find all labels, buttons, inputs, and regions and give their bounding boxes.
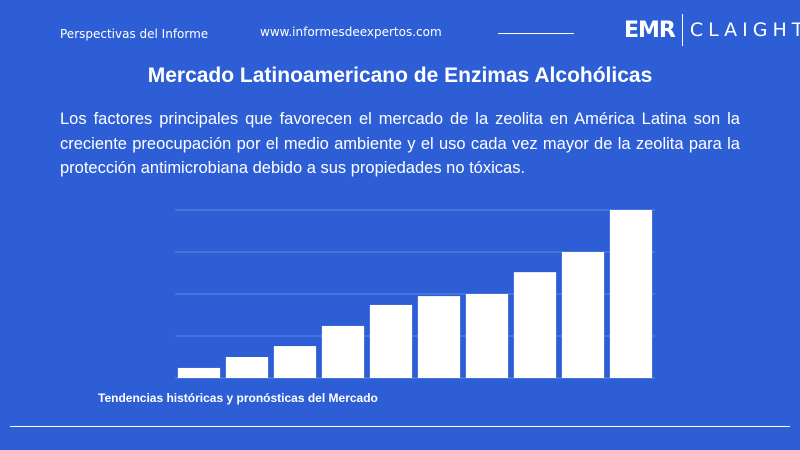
logo-separator xyxy=(681,14,683,46)
section-label: Perspectivas del Informe xyxy=(60,27,209,41)
bar xyxy=(417,296,461,378)
bar xyxy=(465,294,509,378)
description: Los factores principales que favorecen e… xyxy=(60,110,740,177)
bar xyxy=(561,252,605,378)
logo-left: EMR xyxy=(624,17,676,43)
chart-caption: Tendencias históricas y pronósticas del … xyxy=(98,391,378,405)
bar xyxy=(177,367,221,378)
bar xyxy=(273,346,317,378)
bar xyxy=(369,304,413,378)
bar xyxy=(513,272,557,378)
bottom-line xyxy=(10,426,790,427)
chart-title: Mercado Latinoamericano de Enzimas Alcoh… xyxy=(147,64,653,87)
website: www.informesdeexpertos.com xyxy=(260,25,442,39)
bar xyxy=(321,325,365,378)
header-line xyxy=(498,33,574,34)
logo: EMR CLAIGHT xyxy=(624,14,800,46)
bar xyxy=(225,357,269,378)
bar xyxy=(609,210,653,378)
logo-right: CLAIGHT xyxy=(689,19,800,41)
